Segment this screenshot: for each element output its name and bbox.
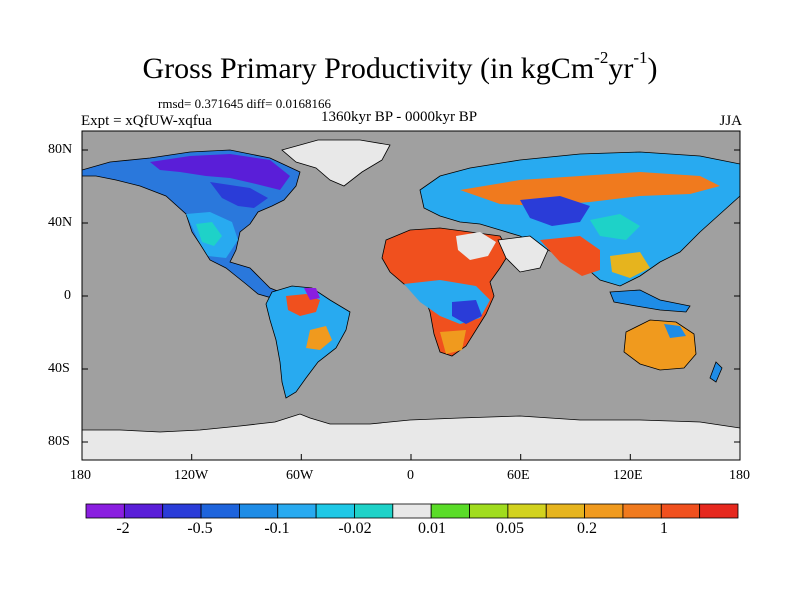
colorbar-swatch [507, 503, 547, 519]
x-tick-0: 0 [407, 468, 414, 483]
sahara-white-patch [456, 232, 496, 260]
y-tick-40s: 40S [48, 361, 70, 376]
map-layer [82, 131, 740, 460]
colorbar-swatch [123, 503, 164, 519]
season-label: JJA [719, 113, 742, 129]
experiment-label: Expt = xQfUW-xqfua [81, 113, 212, 129]
asia-teal-patch [590, 214, 640, 240]
new-zealand [709, 361, 723, 383]
sa-purple-patch [304, 288, 320, 300]
period-label: 1360kyr BP - 0000kyr BP [321, 109, 478, 125]
indonesia [609, 289, 691, 313]
australia-blue-patch [664, 324, 686, 338]
na-teal-patch [196, 222, 222, 246]
colorbar-label: -0.1 [264, 520, 290, 537]
colorbar-swatch [699, 503, 739, 519]
y-tick-0: 0 [64, 288, 71, 303]
colorbar-swatch [200, 503, 240, 519]
stats-label: rmsd= 0.371645 diff= 0.0168166 [158, 96, 331, 111]
colorbar-label: -0.02 [338, 520, 372, 537]
x-tick-60w: 60W [286, 468, 314, 483]
na-purple-patch [150, 154, 290, 190]
colorbar-label: 0.2 [577, 520, 597, 537]
colorbar-swatch [85, 503, 125, 519]
africa-darkblue-patch [452, 300, 482, 324]
colorbar-label: 0.01 [418, 520, 446, 537]
sa-orange-patch-2 [306, 326, 332, 350]
x-tick-180w: 180 [70, 468, 91, 483]
colorbar-swatch [392, 503, 432, 519]
colorbar-swatch [277, 503, 317, 519]
x-tick-120w: 120W [174, 468, 209, 483]
y-tick-80n: 80N [48, 142, 73, 157]
colorbar-swatch [545, 503, 585, 519]
map-title: Gross Primary Productivity (in kgCm-2yr-… [142, 48, 658, 85]
asia-darkblue-patch [520, 196, 590, 226]
colorbar [85, 503, 739, 519]
antarctica [82, 413, 740, 460]
colorbar-swatch [469, 503, 509, 519]
asia-yellow-patch [610, 252, 650, 278]
y-tick-80s: 80S [48, 434, 70, 449]
asia-south-orange [540, 236, 600, 276]
colorbar-swatch [430, 503, 470, 519]
colorbar-swatch [354, 503, 394, 519]
colorbar-label: -0.5 [187, 520, 213, 537]
colorbar-label: 1 [660, 520, 668, 537]
greenland [281, 139, 391, 187]
na-darkblue-patch [210, 182, 268, 208]
colorbar-swatch [239, 503, 279, 519]
x-tick-120e: 120E [613, 468, 643, 483]
asia-orange-band [460, 172, 720, 206]
arabia [497, 235, 549, 273]
colorbar-label: 0.05 [496, 520, 524, 537]
axis-ticks [82, 149, 740, 460]
y-tick-40n: 40N [48, 215, 73, 230]
colorbar-swatch [584, 503, 624, 519]
x-tick-60e: 60E [507, 468, 530, 483]
colorbar-label: -2 [116, 520, 130, 537]
colorbar-swatch [660, 503, 701, 519]
x-tick-180e: 180 [729, 468, 750, 483]
colorbar-swatch [622, 503, 662, 519]
colorbar-swatch [315, 503, 355, 519]
africa-south-orange [440, 330, 466, 354]
colorbar-swatch [162, 503, 202, 519]
